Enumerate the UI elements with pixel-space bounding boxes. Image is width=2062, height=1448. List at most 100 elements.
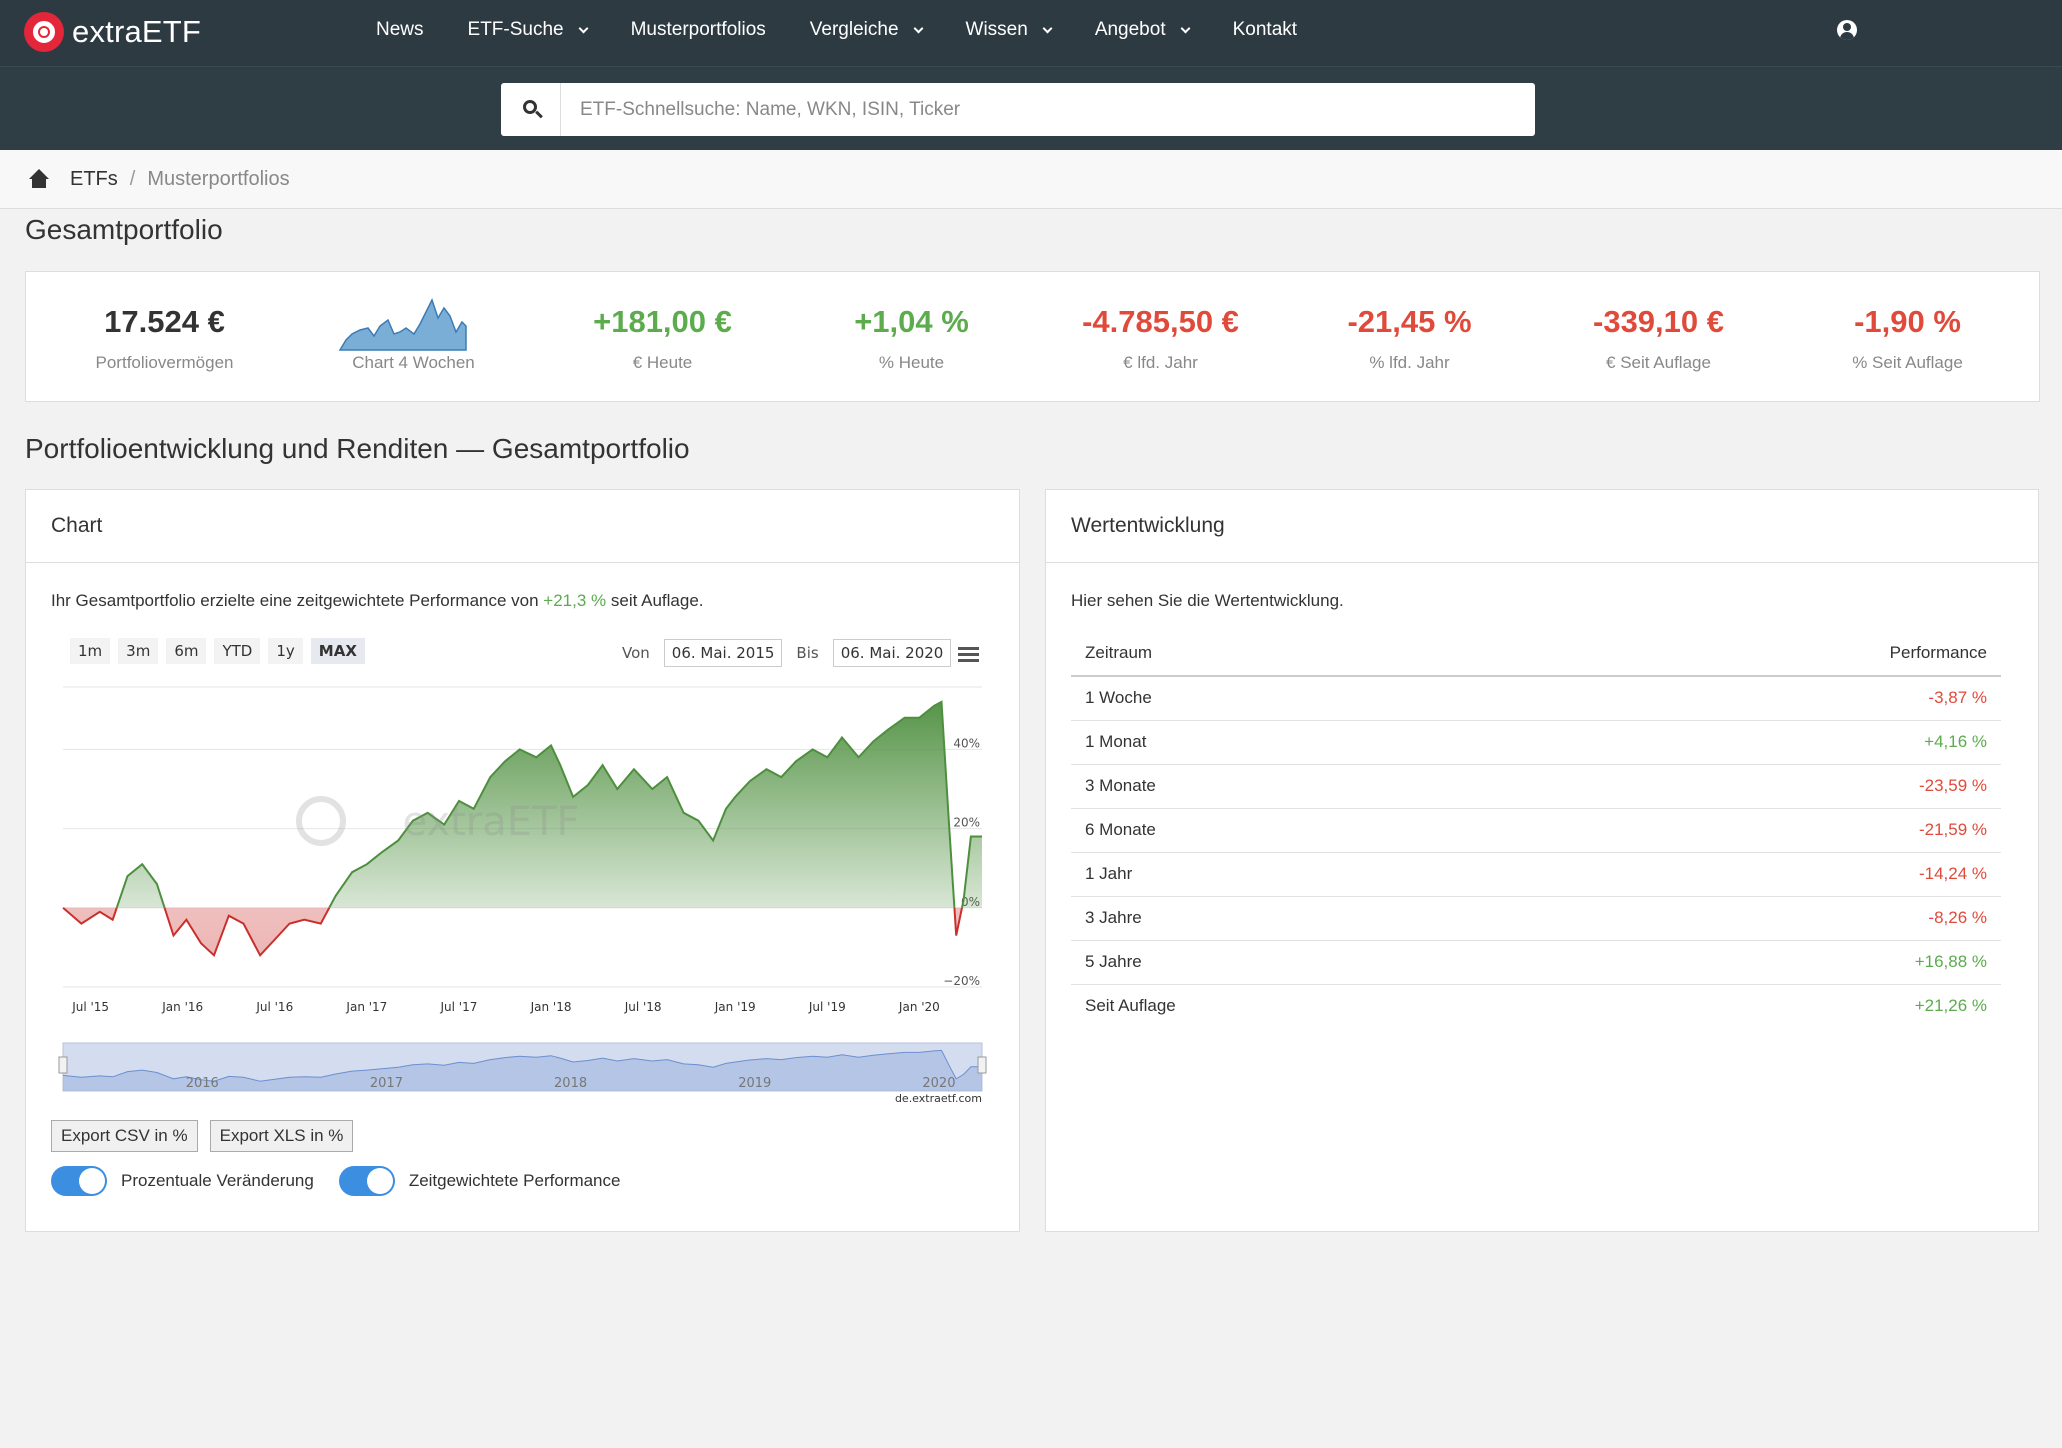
period-cell: 6 Monate bbox=[1071, 808, 1495, 853]
chart-menu-icon[interactable] bbox=[958, 647, 979, 662]
nav-item-news[interactable]: News bbox=[376, 19, 424, 41]
sparkline-area bbox=[338, 298, 467, 351]
logo[interactable]: extraETF bbox=[24, 10, 201, 54]
performance-cell: -3,87 % bbox=[1494, 676, 2001, 721]
nav-item-musterportfolios[interactable]: Musterportfolios bbox=[631, 19, 766, 41]
kpi-0: 17.524 € Portfoliovermögen bbox=[40, 272, 289, 403]
performance-table: Zeitraum Performance 1 Woche -3,87 % 1 Mon… bbox=[1071, 630, 2001, 1028]
percent-change-label: Prozentuale Veränderung bbox=[121, 1171, 314, 1190]
x-tick-label: Jan '19 bbox=[714, 1000, 756, 1014]
navigator-line bbox=[62, 1049, 982, 1082]
main-nav: News ETF-Suche Musterportfolios Vergleiche W… bbox=[376, 0, 1341, 60]
range-button-max[interactable]: MAX bbox=[310, 638, 365, 664]
kpi-label: Portfoliovermögen bbox=[95, 353, 234, 372]
kpi-value: -339,10 € bbox=[1593, 304, 1724, 339]
page-title: Gesamtportfolio bbox=[25, 214, 223, 245]
search-input[interactable] bbox=[561, 98, 1461, 121]
nav-item-label: Angebot bbox=[1094, 19, 1166, 40]
nav-item-label: News bbox=[376, 19, 424, 40]
range-button-6m[interactable]: 6m bbox=[166, 638, 207, 664]
x-tick-label: Jul '16 bbox=[255, 1000, 293, 1014]
navigator-label: 2016 bbox=[186, 1076, 219, 1091]
performance-intro: Hier sehen Sie die Wertentwicklung. bbox=[1071, 591, 1344, 610]
chart-intro-suffix: seit Auflage. bbox=[606, 591, 704, 610]
chart-intro-performance: +21,3 % bbox=[543, 591, 607, 610]
chart-toggles: Prozentuale Veränderung Zeitgewichtete P… bbox=[51, 1166, 645, 1196]
section-title: Portfolioentwicklung und Renditen — Gesa… bbox=[25, 433, 690, 464]
navigator-label: 2018 bbox=[554, 1076, 587, 1091]
chart-intro-text: Ihr Gesamtportfolio erzielte eine zeitge… bbox=[51, 591, 544, 610]
to-date-input[interactable]: 06. Mai. 2020 bbox=[832, 639, 952, 667]
kpi-label: % Seit Auflage bbox=[1852, 353, 1963, 372]
nav-item-label: Vergleiche bbox=[809, 19, 899, 40]
kpi-5: -21,45 % % lfd. Jahr bbox=[1285, 272, 1534, 403]
search-button[interactable] bbox=[501, 83, 561, 136]
performance-cell: -14,24 % bbox=[1494, 852, 2001, 897]
breadcrumb: ETFs / Musterportfolios bbox=[0, 150, 2062, 209]
nav-item-label: ETF-Suche bbox=[467, 19, 564, 40]
watermark-text: extraETF bbox=[403, 799, 580, 845]
table-row: 6 Monate -21,59 % bbox=[1071, 808, 2001, 853]
nav-item-angebot[interactable]: Angebot bbox=[1094, 19, 1191, 41]
table-row: 3 Monate -23,59 % bbox=[1071, 764, 2001, 809]
chevron-down-icon bbox=[578, 23, 589, 33]
logo-icon bbox=[24, 12, 64, 52]
nav-item-kontakt[interactable]: Kontakt bbox=[1233, 19, 1297, 41]
time-weighted-toggle[interactable] bbox=[338, 1166, 395, 1196]
nav-item-etf-suche[interactable]: ETF-Suche bbox=[467, 19, 589, 41]
kpi-4: -4.785,50 € € lfd. Jahr bbox=[1036, 272, 1285, 403]
breadcrumb-separator: / bbox=[129, 167, 136, 190]
kpi-label: Chart 4 Wochen bbox=[352, 353, 475, 372]
nav-item-label: Kontakt bbox=[1232, 19, 1298, 40]
series-line-positive bbox=[62, 700, 982, 908]
performance-cell: +16,88 % bbox=[1494, 940, 2001, 985]
kpi-3: +1,04 % % Heute bbox=[787, 272, 1036, 403]
table-row: Seit Auflage +21,26 % bbox=[1071, 984, 2001, 1028]
kpi-label: % Heute bbox=[878, 353, 945, 372]
kpi-value: +1,04 % bbox=[854, 304, 969, 339]
y-tick-label: −20% bbox=[943, 974, 980, 988]
period-cell: 1 Jahr bbox=[1071, 852, 1495, 897]
export-csv-button[interactable]: Export CSV in % bbox=[51, 1120, 198, 1152]
period-cell: 1 Woche bbox=[1071, 676, 1495, 721]
to-label: Bis bbox=[796, 644, 819, 662]
nav-item-vergleiche[interactable]: Vergleiche bbox=[809, 19, 923, 41]
kpi-2: +181,00 € € Heute bbox=[538, 272, 787, 403]
performance-cell: -8,26 % bbox=[1494, 896, 2001, 941]
period-cell: 3 Monate bbox=[1071, 764, 1495, 809]
y-tick-label: 20% bbox=[953, 816, 980, 830]
top-navbar: extraETF News ETF-Suche Musterportfolios Ve… bbox=[0, 0, 2062, 66]
x-tick-label: Jul '15 bbox=[71, 1000, 109, 1014]
nav-item-wissen[interactable]: Wissen bbox=[966, 19, 1053, 41]
time-weighted-label: Zeitgewichtete Performance bbox=[408, 1171, 621, 1190]
search-icon bbox=[523, 100, 537, 114]
table-row: 1 Monat +4,16 % bbox=[1071, 720, 2001, 765]
breadcrumb-etfs[interactable]: ETFs bbox=[70, 167, 118, 190]
x-tick-label: Jan '17 bbox=[345, 1000, 387, 1014]
table-row: 1 Woche -3,87 % bbox=[1071, 676, 2001, 721]
navigator-label: 2020 bbox=[922, 1076, 955, 1091]
period-cell: Seit Auflage bbox=[1085, 996, 1176, 1016]
x-tick-label: Jul '17 bbox=[440, 1000, 478, 1014]
range-button-ytd[interactable]: YTD bbox=[214, 638, 261, 664]
navigator-handle-left bbox=[58, 1056, 68, 1074]
kpi-label: € Seit Auflage bbox=[1606, 353, 1711, 372]
range-button-1m[interactable]: 1m bbox=[70, 638, 111, 664]
user-account-icon[interactable] bbox=[1837, 20, 1857, 40]
performance-panel: Wertentwicklung Hier sehen Sie die Werte… bbox=[1045, 489, 2039, 1232]
chevron-down-icon bbox=[1042, 23, 1053, 33]
from-date-input[interactable]: 06. Mai. 2015 bbox=[663, 639, 783, 667]
sparkline-chart[interactable] bbox=[338, 292, 488, 352]
performance-cell: +4,16 % bbox=[1494, 720, 2001, 765]
range-button-3m[interactable]: 3m bbox=[118, 638, 159, 664]
date-range: Von 06. Mai. 2015 Bis 06. Mai. 2020 bbox=[622, 639, 952, 667]
positive-area bbox=[63, 701, 982, 908]
chart-panel: Chart Ihr Gesamtportfolio erzielte eine … bbox=[25, 489, 1020, 1232]
export-xls-button[interactable]: Export XLS in % bbox=[209, 1120, 354, 1152]
column-header-performance: Performance bbox=[1494, 630, 2001, 677]
home-icon[interactable] bbox=[28, 169, 50, 189]
range-button-1y[interactable]: 1y bbox=[268, 638, 303, 664]
kpi-6: -339,10 € € Seit Auflage bbox=[1534, 272, 1783, 403]
percent-change-toggle[interactable] bbox=[51, 1166, 107, 1196]
